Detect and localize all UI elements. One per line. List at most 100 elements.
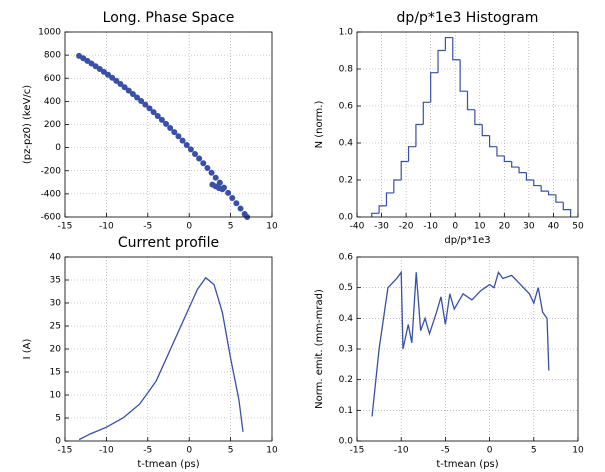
histogram-step [533,180,542,187]
point [167,124,174,131]
plot-area [65,257,272,441]
y-tick-label: 10 [50,391,62,401]
plot-area [357,32,578,217]
y-tick-label: 35 [50,276,61,286]
y-tick-label: 40 [50,253,62,263]
x-axis-label: t-tmean (ps) [137,459,199,470]
point [191,150,198,157]
point [129,90,136,97]
histogram-step [400,160,409,180]
x-tick-label: 30 [523,222,535,232]
point [117,81,124,88]
histogram-step [481,124,490,137]
histogram-step [540,185,549,192]
line [371,270,550,417]
point [229,195,236,202]
histogram-step [437,49,446,73]
histogram-step [474,109,483,126]
y-tick-label: -400 [41,189,62,199]
y-tick-label: 0.5 [339,283,353,293]
point [208,169,215,176]
x-tick-label: -40 [350,222,365,232]
histogram-step [393,179,402,193]
histogram-step [378,205,387,214]
y-tick-label: 0.3 [339,345,353,355]
x-tick-label: 10 [266,222,278,232]
point [179,137,186,144]
point [146,105,153,112]
x-tick-label: -30 [374,222,389,232]
histogram-step [503,155,512,163]
point [158,116,165,123]
histogram-step [444,36,453,51]
x-tick-label: 10 [474,222,486,232]
x-tick-label: -5 [143,446,152,456]
point [138,98,145,105]
x-tick-label: 50 [572,222,584,232]
y-tick-label: 400 [44,97,61,107]
y-tick-label: 0 [55,143,61,153]
histogram-step [415,123,424,147]
histogram-step [511,161,520,168]
x-tick-label: -15 [350,446,365,456]
point [163,120,170,127]
histogram-step [407,146,416,162]
y-tick-label: 0 [55,437,61,447]
point [219,186,226,193]
y-axis-label: Norm. emit. (mm-mrad) [314,289,325,409]
plot-frame [64,31,273,218]
y-tick-label: 0.0 [339,213,354,223]
x-axis-label: dp/p*1e3 [444,235,490,246]
y-tick-label: 0.8 [339,65,354,75]
y-tick-label: -200 [41,166,62,176]
y-tick-label: 600 [44,74,61,84]
histogram-step [496,146,505,157]
point [212,174,219,181]
y-tick-label: 25 [50,322,61,332]
histogram-step [385,192,394,206]
point [216,179,223,186]
y-axis-label: N (norm.) [314,101,325,149]
y-tick-label: 15 [50,368,61,378]
x-tick-label: -5 [441,446,450,456]
point [142,101,149,108]
point [109,74,116,81]
x-tick-label: 0 [452,222,458,232]
x-tick-label: 0 [487,446,493,456]
point [183,141,190,148]
histogram-step [452,37,461,61]
y-tick-label: 0.4 [339,139,354,149]
histogram-step [430,72,439,103]
x-tick-label: -15 [58,222,73,232]
y-tick-label: 30 [50,299,62,309]
y-tick-label: 0.6 [339,102,354,112]
x-tick-label: 5 [228,222,234,232]
y-tick-label: 0.1 [339,406,353,416]
histogram-step [562,202,572,217]
histogram-step [459,59,468,92]
y-tick-label: 200 [44,120,61,130]
x-tick-label: -5 [143,222,152,232]
y-tick-label: -600 [41,213,62,223]
x-tick-label: -15 [58,446,73,456]
x-tick-label: 40 [548,222,560,232]
histogram-step [518,167,527,174]
point [175,133,182,140]
y-tick-label: 5 [55,414,61,424]
plot-frame [356,256,579,442]
point [225,189,232,196]
y-tick-label: 0.2 [339,375,353,385]
x-axis-label: t-tmean (ps) [436,459,498,470]
y-axis-label: (pz-pz0) (keV/c) [22,85,33,164]
x-tick-label: 5 [228,446,234,456]
y-tick-label: 0.0 [339,437,354,447]
point [125,87,132,94]
plot-frame [64,256,273,442]
chart-title: Long. Phase Space [103,10,235,26]
point [150,109,157,116]
point [154,112,161,119]
point [233,200,240,207]
y-tick-label: 0.6 [339,253,354,263]
histogram-step [547,191,556,196]
